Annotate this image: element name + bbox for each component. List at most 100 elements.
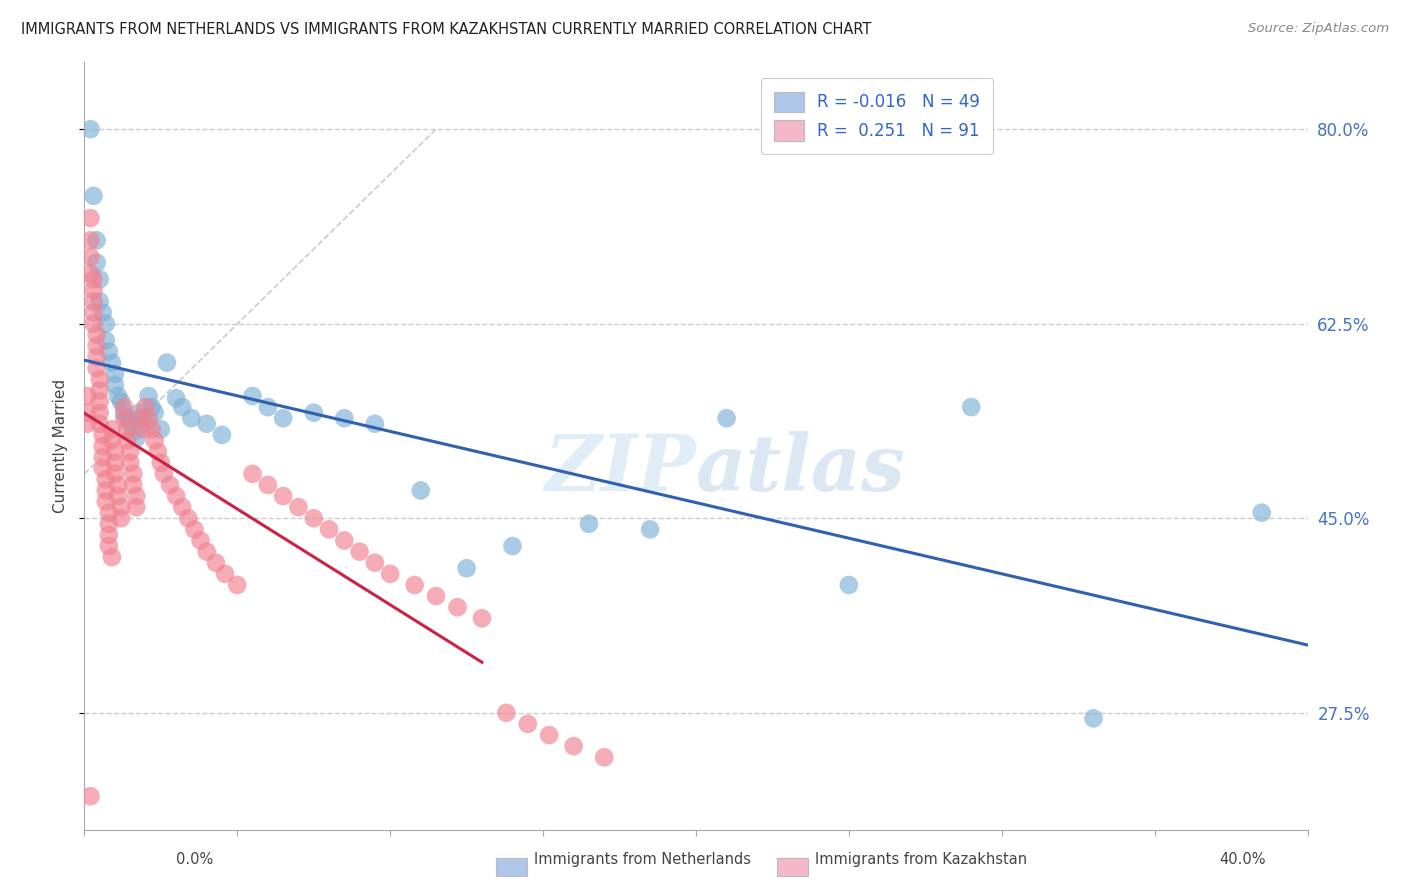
Text: 40.0%: 40.0%	[1219, 852, 1265, 867]
Point	[409, 483, 432, 498]
Point	[190, 533, 212, 548]
Point	[135, 400, 157, 414]
Point	[76, 417, 98, 431]
Point	[425, 589, 447, 603]
Point	[91, 428, 114, 442]
Point	[226, 578, 249, 592]
Point	[172, 400, 194, 414]
Point	[183, 522, 205, 536]
Point	[333, 533, 356, 548]
Point	[195, 544, 218, 558]
Point	[89, 384, 111, 398]
Point	[120, 444, 142, 458]
Point	[456, 561, 478, 575]
Point	[257, 478, 280, 492]
Point	[153, 467, 176, 481]
Text: 0.0%: 0.0%	[176, 852, 212, 867]
Point	[79, 233, 101, 247]
Point	[195, 417, 218, 431]
Point	[79, 250, 101, 264]
Point	[287, 500, 309, 515]
Point	[97, 539, 120, 553]
Point	[94, 494, 117, 508]
Point	[86, 327, 108, 342]
Point	[364, 556, 387, 570]
Point	[177, 511, 200, 525]
Text: atlas: atlas	[696, 431, 905, 508]
Point	[138, 411, 160, 425]
Point	[135, 417, 157, 431]
Point	[97, 528, 120, 542]
Point	[495, 706, 517, 720]
Point	[125, 500, 148, 515]
Point	[104, 444, 127, 458]
Point	[302, 511, 325, 525]
Point	[538, 728, 561, 742]
Point	[165, 489, 187, 503]
Point	[141, 422, 163, 436]
Y-axis label: Currently Married: Currently Married	[52, 379, 67, 513]
Point	[446, 600, 468, 615]
Point	[107, 489, 129, 503]
Legend: R = -0.016   N = 49, R =  0.251   N = 91: R = -0.016 N = 49, R = 0.251 N = 91	[761, 78, 994, 154]
Point	[318, 522, 340, 536]
Point	[83, 294, 105, 309]
Point	[143, 406, 166, 420]
Point	[122, 478, 145, 492]
Point	[94, 483, 117, 498]
Point	[125, 431, 148, 445]
Point	[110, 500, 132, 515]
Point	[156, 356, 179, 370]
Point	[149, 422, 172, 436]
Point	[115, 422, 138, 436]
Point	[89, 417, 111, 431]
Point	[79, 122, 101, 136]
Point	[104, 377, 127, 392]
Point	[86, 339, 108, 353]
Point	[89, 406, 111, 420]
Point	[79, 789, 101, 804]
Point	[107, 389, 129, 403]
Point	[91, 461, 114, 475]
Point	[89, 372, 111, 386]
Point	[211, 428, 233, 442]
Point	[271, 489, 294, 503]
Text: Immigrants from Kazakhstan: Immigrants from Kazakhstan	[814, 852, 1026, 867]
Point	[101, 356, 124, 370]
Point	[242, 389, 264, 403]
Point	[1083, 711, 1105, 725]
Point	[83, 189, 105, 203]
Point	[112, 406, 135, 420]
Point	[91, 439, 114, 453]
Point	[131, 411, 153, 425]
Point	[593, 750, 616, 764]
Point	[257, 400, 280, 414]
Point	[112, 411, 135, 425]
Text: IMMIGRANTS FROM NETHERLANDS VS IMMIGRANTS FROM KAZAKHSTAN CURRENTLY MARRIED CORR: IMMIGRANTS FROM NETHERLANDS VS IMMIGRANT…	[21, 22, 872, 37]
Point	[128, 406, 150, 420]
Point	[86, 255, 108, 269]
Point	[242, 467, 264, 481]
Point	[172, 500, 194, 515]
Point	[79, 211, 101, 225]
Point	[101, 434, 124, 448]
Point	[349, 544, 371, 558]
Point	[83, 272, 105, 286]
Point	[101, 422, 124, 436]
Point	[89, 272, 111, 286]
Point	[91, 305, 114, 319]
Point	[97, 516, 120, 531]
Point	[125, 489, 148, 503]
Point	[214, 566, 236, 581]
Point	[516, 717, 538, 731]
Point	[364, 417, 387, 431]
Point	[333, 411, 356, 425]
Text: ZIP: ZIP	[544, 431, 696, 508]
Point	[138, 389, 160, 403]
Point	[83, 284, 105, 298]
Point	[205, 556, 228, 570]
Point	[122, 467, 145, 481]
Point	[110, 511, 132, 525]
Point	[107, 478, 129, 492]
Point	[131, 422, 153, 436]
